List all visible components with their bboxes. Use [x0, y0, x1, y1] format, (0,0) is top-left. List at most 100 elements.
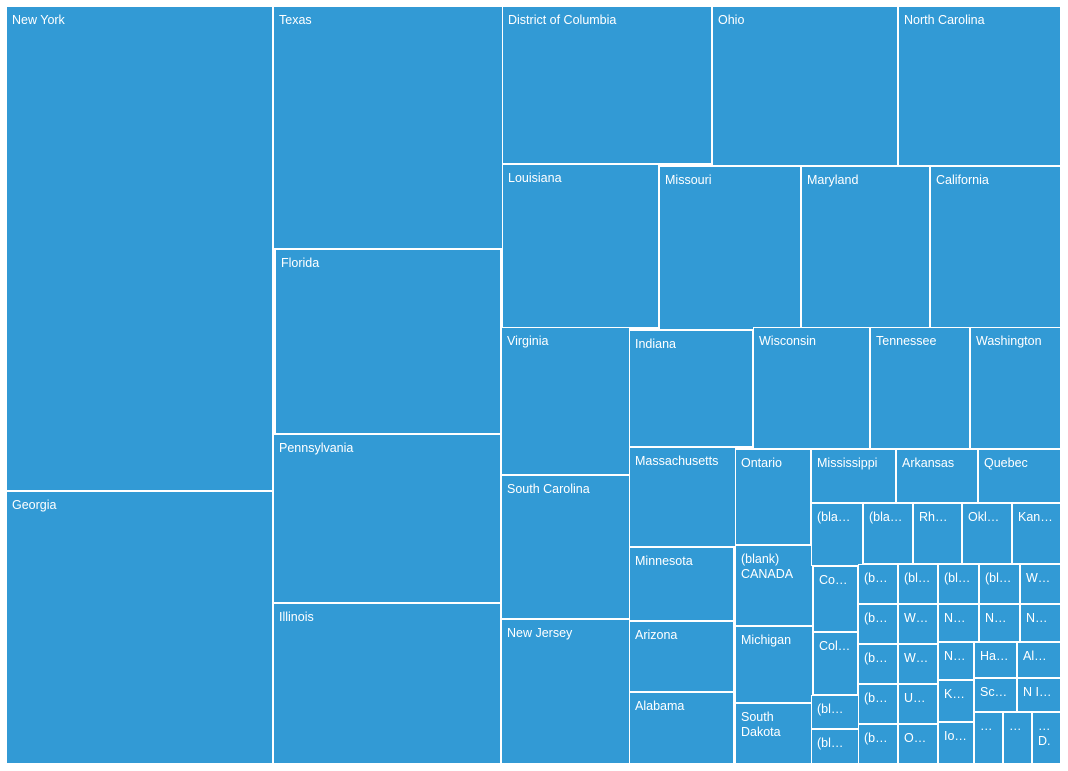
- treemap-tile-label: Michigan: [741, 633, 792, 647]
- treemap-tile-label: District of Columbia: [508, 13, 617, 27]
- treemap-tile-label: New Jersey: [507, 626, 573, 640]
- treemap-tile[interactable]: New York: [6, 6, 273, 491]
- treemap-tile-label: Illinois: [279, 610, 314, 624]
- treemap-tile-label: (bl…: [817, 736, 844, 750]
- treemap-tile[interactable]: O…: [898, 724, 938, 764]
- treemap-tile[interactable]: Maryland: [801, 166, 930, 328]
- treemap-tile[interactable]: Georgia: [6, 491, 273, 764]
- treemap-tile[interactable]: Virginia: [501, 327, 630, 475]
- treemap-tile-label: (blank) CANADA: [741, 552, 794, 581]
- treemap-tile-label: (bl…: [904, 571, 931, 585]
- treemap-tile[interactable]: Col…: [813, 632, 858, 695]
- treemap-tile[interactable]: K…: [938, 680, 974, 722]
- treemap-tile[interactable]: (b…: [858, 724, 898, 764]
- treemap-tile[interactable]: District of Columbia: [502, 6, 712, 164]
- treemap-tile[interactable]: Massachusetts: [629, 447, 736, 547]
- treemap-tile[interactable]: N…: [1020, 604, 1061, 642]
- treemap-tile-label: Kan…: [1018, 510, 1053, 524]
- treemap-tile[interactable]: W…: [898, 644, 938, 684]
- treemap-tile[interactable]: California: [930, 166, 1061, 328]
- treemap-tile[interactable]: Wisconsin: [753, 327, 870, 449]
- treemap-tile-label: W…: [904, 611, 929, 625]
- treemap-tile-label: (b…: [864, 731, 888, 745]
- treemap-tile-label: Ohio: [718, 13, 745, 27]
- treemap-tile[interactable]: (b…: [858, 684, 898, 724]
- treemap-tile[interactable]: N…: [938, 604, 979, 642]
- treemap-tile[interactable]: Minnesota: [629, 547, 734, 621]
- treemap-tile-label: Ha…: [980, 649, 1009, 663]
- treemap-tile[interactable]: (bla…: [811, 503, 863, 566]
- treemap-tile[interactable]: (bl…: [979, 564, 1020, 604]
- treemap-tile-label: Io…: [944, 729, 967, 743]
- treemap-tile-label: Pennsylvania: [279, 441, 354, 455]
- treemap-tile[interactable]: Mississippi: [811, 449, 896, 503]
- treemap-tile[interactable]: South Carolina: [501, 475, 630, 619]
- treemap-tile[interactable]: Arkansas: [896, 449, 978, 503]
- treemap-tile[interactable]: South Dakota: [735, 703, 813, 764]
- treemap-tile[interactable]: Ha…: [974, 642, 1017, 678]
- treemap-tile[interactable]: (bl…: [938, 564, 979, 604]
- treemap-tile[interactable]: Ontario: [735, 449, 811, 545]
- treemap-tile[interactable]: …: [1003, 712, 1032, 764]
- treemap-tile[interactable]: (bl…: [898, 564, 938, 604]
- treemap-tile[interactable]: (bl…: [811, 695, 859, 729]
- treemap-tile-label: Indiana: [635, 337, 677, 351]
- treemap-tile[interactable]: Missouri: [659, 166, 801, 330]
- treemap-tile[interactable]: W…: [898, 604, 938, 644]
- treemap-tile-label: Wisconsin: [759, 334, 816, 348]
- treemap-tile[interactable]: Arizona: [629, 621, 734, 692]
- treemap-tile[interactable]: New Jersey: [501, 619, 630, 764]
- treemap-tile[interactable]: (b…: [858, 564, 898, 604]
- treemap-tile[interactable]: (bla…: [863, 503, 913, 564]
- treemap-tile-label: W…: [1026, 571, 1051, 585]
- treemap-tile-label: Massachusetts: [635, 454, 719, 468]
- treemap-tile[interactable]: Washington: [970, 327, 1061, 449]
- treemap-tile[interactable]: Sc…: [974, 678, 1017, 712]
- treemap-tile-label: (bla…: [817, 510, 851, 524]
- treemap-tile[interactable]: Okl…: [962, 503, 1012, 564]
- treemap-tile-label: Florida: [281, 256, 320, 270]
- treemap-tile-label: New York: [12, 13, 65, 27]
- treemap-tile[interactable]: Io…: [938, 722, 974, 764]
- treemap-tile-label: South Carolina: [507, 482, 590, 496]
- treemap-tile[interactable]: Pennsylvania: [273, 434, 501, 603]
- treemap-tile-label: Missouri: [665, 173, 712, 187]
- treemap-tile-label: (bl…: [817, 702, 844, 716]
- treemap-tile[interactable]: …: [974, 712, 1003, 764]
- treemap-tile[interactable]: W…: [1020, 564, 1061, 604]
- treemap-tile[interactable]: Texas: [273, 6, 503, 249]
- treemap-tile-label: U…: [904, 691, 926, 705]
- treemap-tile[interactable]: (b…: [858, 644, 898, 684]
- treemap-tile-label: (b…: [864, 571, 888, 585]
- treemap-tile[interactable]: (blank) CANADA: [735, 545, 813, 626]
- treemap-tile-label: Minnesota: [635, 554, 693, 568]
- treemap-tile[interactable]: Co…: [813, 566, 858, 632]
- treemap-tile-label: Texas: [279, 13, 312, 27]
- treemap-tile[interactable]: Louisiana: [502, 164, 659, 328]
- treemap-tile-label: Arkansas: [902, 456, 955, 470]
- treemap-tile-label: (b…: [864, 691, 888, 705]
- treemap-tile-label: Co…: [819, 573, 848, 587]
- treemap-tile[interactable]: Rh…: [913, 503, 962, 564]
- treemap-tile[interactable]: Florida: [275, 249, 501, 434]
- treemap-tile[interactable]: Michigan: [735, 626, 813, 703]
- treemap-tile[interactable]: N…: [938, 642, 974, 680]
- treemap-tile[interactable]: Illinois: [273, 603, 501, 764]
- treemap-tile[interactable]: Al…: [1017, 642, 1061, 678]
- treemap-tile[interactable]: N I…: [1017, 678, 1061, 712]
- treemap-tile[interactable]: (b…: [858, 604, 898, 644]
- treemap-tile[interactable]: U…: [898, 684, 938, 724]
- treemap-tile[interactable]: N…: [979, 604, 1020, 642]
- treemap-tile[interactable]: Alabama: [629, 692, 734, 764]
- treemap-tile[interactable]: North Carolina: [898, 6, 1061, 166]
- treemap-tile-label: Georgia: [12, 498, 57, 512]
- treemap-tile[interactable]: … D.: [1032, 712, 1061, 764]
- treemap-tile[interactable]: Indiana: [629, 330, 753, 447]
- treemap-tile[interactable]: (bl…: [811, 729, 859, 764]
- treemap-tile[interactable]: Ohio: [712, 6, 898, 166]
- treemap-tile[interactable]: Tennessee: [870, 327, 970, 449]
- treemap-tile-label: (bl…: [985, 571, 1012, 585]
- treemap-tile[interactable]: Quebec: [978, 449, 1061, 503]
- treemap-tile-label: Col…: [819, 639, 851, 653]
- treemap-tile[interactable]: Kan…: [1012, 503, 1061, 564]
